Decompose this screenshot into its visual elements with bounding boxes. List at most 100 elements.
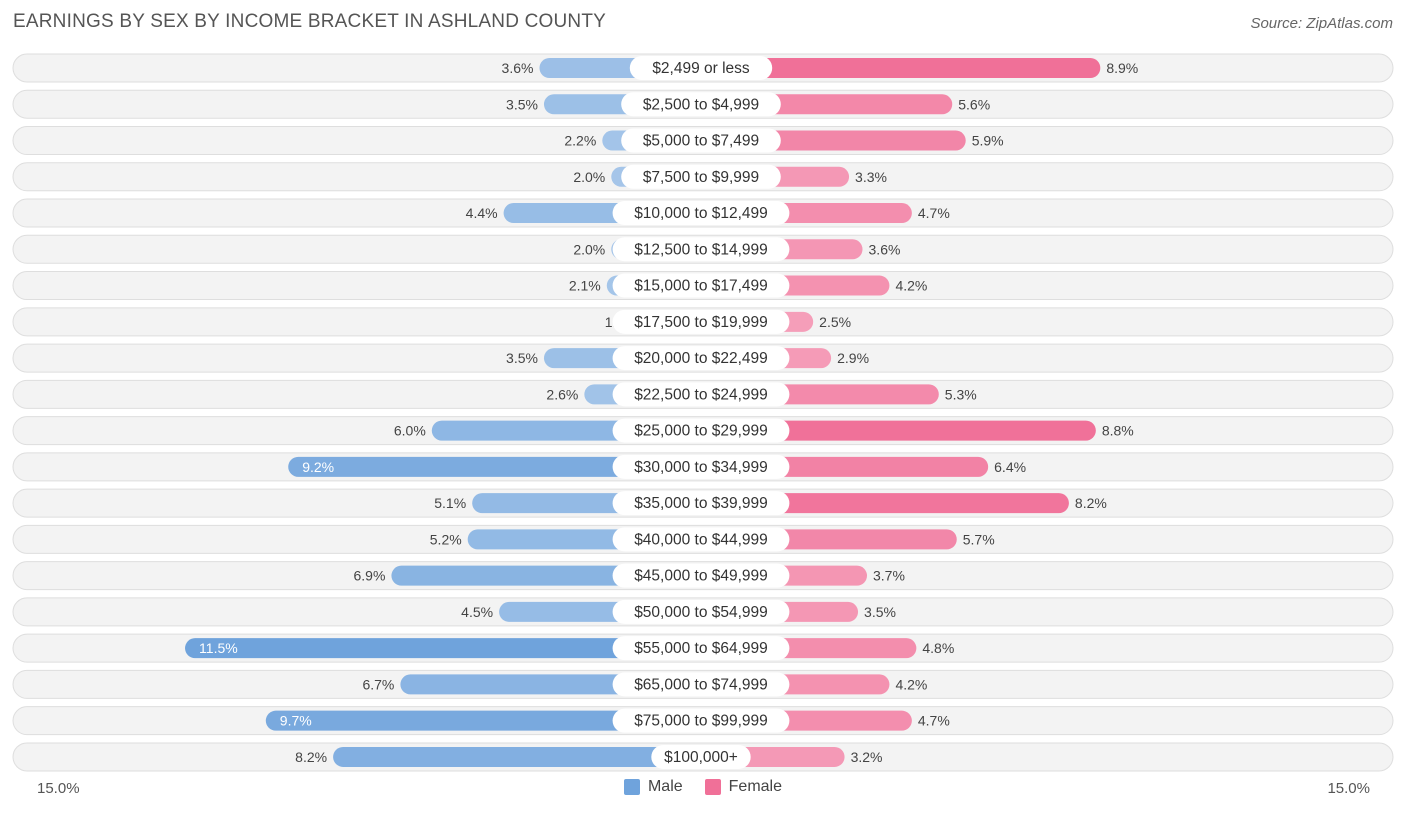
value-label-female: 3.3% xyxy=(855,169,887,185)
chart-row: 5.2% 5.7% $40,000 to $44,999 xyxy=(12,524,1394,554)
category-label: $35,000 to $39,999 xyxy=(634,495,768,512)
value-label-male: 6.9% xyxy=(353,568,385,584)
category-label: $30,000 to $34,999 xyxy=(634,459,768,476)
category-pill xyxy=(621,92,781,117)
category-pill xyxy=(612,563,790,588)
value-label-male: 9.7% xyxy=(280,713,312,729)
category-pill xyxy=(612,454,790,479)
value-label-female: 8.2% xyxy=(1075,495,1107,511)
legend-item-male[interactable]: Male xyxy=(623,778,683,796)
category-label: $7,500 to $9,999 xyxy=(643,169,759,186)
category-pill xyxy=(612,527,790,552)
category-label: $100,000+ xyxy=(664,749,738,766)
category-label: $10,000 to $12,499 xyxy=(634,205,768,222)
category-pill xyxy=(612,382,790,407)
category-label: $17,500 to $19,999 xyxy=(634,314,768,331)
category-label: $15,000 to $17,499 xyxy=(634,278,768,295)
value-label-male: 3.6% xyxy=(502,60,534,76)
chart-row: 6.0% 8.8% $25,000 to $29,999 xyxy=(12,416,1394,446)
category-pill xyxy=(612,418,790,443)
category-label: $50,000 to $54,999 xyxy=(634,604,768,621)
bar-female xyxy=(701,493,1069,514)
chart-row: 3.6% 8.9% $2,499 or less xyxy=(12,53,1394,83)
category-label: $5,000 to $7,499 xyxy=(643,133,759,150)
category-label: $45,000 to $49,999 xyxy=(634,568,768,585)
category-pill xyxy=(612,309,790,334)
category-label: $22,500 to $24,999 xyxy=(634,386,768,403)
chart-row: 2.2% 5.9% $5,000 to $7,499 xyxy=(12,126,1394,156)
category-pill xyxy=(612,708,790,733)
bar-male xyxy=(265,710,701,731)
value-label-female: 4.7% xyxy=(918,713,950,729)
legend-swatch-male xyxy=(623,779,640,795)
chart-row: 1.3%2.5%$17,500 to $19,999 xyxy=(12,307,1394,337)
value-label-male: 9.2% xyxy=(302,459,334,475)
bar-male xyxy=(185,638,702,659)
value-label-female: 4.7% xyxy=(918,205,950,221)
category-label: $2,500 to $4,999 xyxy=(643,96,759,113)
category-pill xyxy=(612,491,790,516)
value-label-male: 4.4% xyxy=(466,205,498,221)
value-label-male: 5.2% xyxy=(430,531,462,547)
category-pill xyxy=(621,128,781,153)
value-label-female: 5.3% xyxy=(945,386,977,402)
chart-row: 3.5% 5.6% $2,500 to $4,999 xyxy=(12,89,1394,119)
value-label-female: 4.2% xyxy=(895,676,927,692)
chart-row: 4.5% 3.5% $50,000 to $54,999 xyxy=(12,597,1394,627)
bar-female xyxy=(701,420,1096,441)
value-label-female: 3.2% xyxy=(851,749,883,765)
value-label-female: 2.9% xyxy=(837,350,869,366)
legend-label-female: Female xyxy=(728,778,783,795)
category-pill xyxy=(612,672,790,697)
value-label-male: 3.5% xyxy=(506,350,538,366)
value-label-male: 6.0% xyxy=(394,423,426,439)
bar-female xyxy=(701,58,1101,78)
category-label: $20,000 to $22,499 xyxy=(634,350,768,367)
value-label-male: 8.2% xyxy=(295,749,327,765)
source-attribution: Source: ZipAtlas.com xyxy=(1250,15,1393,32)
category-label: $25,000 to $29,999 xyxy=(634,423,768,440)
value-label-male: 4.5% xyxy=(461,604,493,620)
value-label-male: 2.6% xyxy=(546,386,578,402)
value-label-female: 6.4% xyxy=(994,459,1026,475)
chart-row: 6.9% 3.7% $45,000 to $49,999 xyxy=(12,561,1394,591)
category-pill xyxy=(621,164,781,189)
chart-title: EARNINGS BY SEX BY INCOME BRACKET IN ASH… xyxy=(13,11,607,32)
category-pill xyxy=(612,599,790,624)
legend-label-male: Male xyxy=(647,778,683,795)
chart-row: 2.6% 5.3% $22,500 to $24,999 xyxy=(12,379,1394,409)
chart-row: 9.7% 4.7% $75,000 to $99,999 xyxy=(12,706,1394,736)
value-label-female: 2.5% xyxy=(819,314,851,330)
value-label-female: 3.6% xyxy=(869,241,901,257)
category-pill xyxy=(612,201,790,226)
category-pill xyxy=(612,273,790,298)
legend-item-female[interactable]: Female xyxy=(704,778,783,796)
value-label-female: 8.9% xyxy=(1106,60,1138,76)
legend: Male Female xyxy=(0,778,1406,796)
value-label-female: 4.2% xyxy=(895,278,927,294)
category-label: $2,499 or less xyxy=(652,60,750,77)
category-label: $12,500 to $14,999 xyxy=(634,241,768,258)
category-pill xyxy=(612,237,790,262)
value-label-male: 2.1% xyxy=(569,278,601,294)
category-label: $40,000 to $44,999 xyxy=(634,531,768,548)
value-label-female: 5.6% xyxy=(958,96,990,112)
value-label-female: 3.7% xyxy=(873,568,905,584)
value-label-male: 6.7% xyxy=(362,676,394,692)
axis-left-label: 15.0% xyxy=(37,780,80,797)
chart-row: 5.1% 8.2% $35,000 to $39,999 xyxy=(12,488,1394,518)
legend-swatch-female xyxy=(704,779,721,795)
chart-row: 4.4% 4.7% $10,000 to $12,499 xyxy=(12,198,1394,228)
value-label-male: 2.0% xyxy=(573,241,605,257)
axis-right-label: 15.0% xyxy=(1327,780,1370,797)
chart-row: 2.0% 3.3% $7,500 to $9,999 xyxy=(12,162,1394,192)
value-label-female: 5.7% xyxy=(963,531,995,547)
value-label-male: 5.1% xyxy=(434,495,466,511)
chart-row: 8.2% 3.2% $100,000+ xyxy=(12,742,1394,772)
value-label-female: 3.5% xyxy=(864,604,896,620)
chart-row: 9.2% 6.4% $30,000 to $34,999 xyxy=(12,452,1394,482)
category-pill xyxy=(651,744,751,769)
category-label: $75,000 to $99,999 xyxy=(634,713,768,730)
value-label-female: 8.8% xyxy=(1102,423,1134,439)
